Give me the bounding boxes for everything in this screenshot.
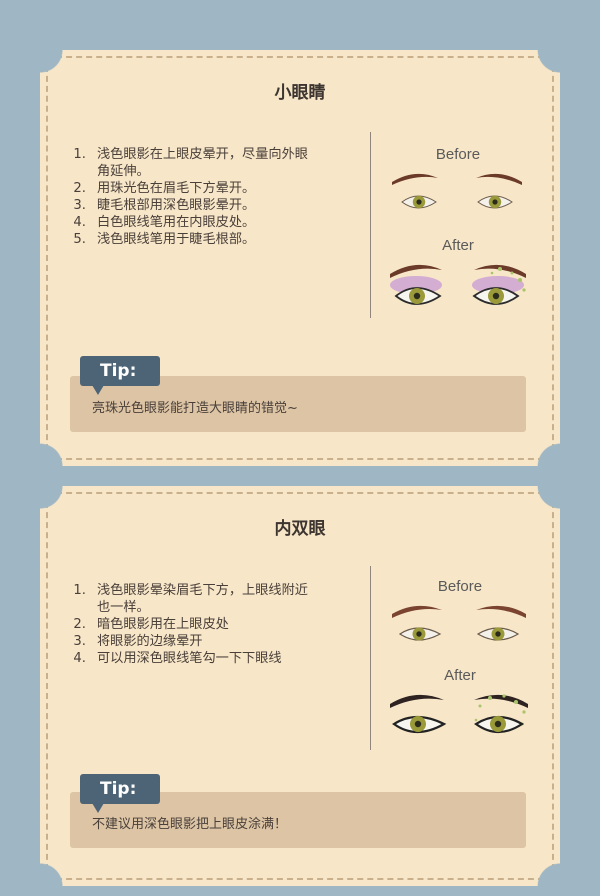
section-title: 内双眼 <box>274 519 326 539</box>
list-item: 4. 可以用深色眼线笔勾一下下眼线 <box>73 651 282 666</box>
divider <box>370 566 371 750</box>
eyebrow-icon <box>474 694 528 708</box>
list-item: 3. 将眼影的边缘晕开 <box>73 634 203 649</box>
eye-icon <box>477 195 513 209</box>
eye-icon <box>401 195 437 209</box>
eye-illustration: Before After <box>390 146 526 305</box>
eye-icon <box>476 627 520 641</box>
before-label: Before <box>436 146 480 163</box>
list-item: 2. 用珠光色在眉毛下方晕开。 <box>73 181 256 196</box>
card-small-eyes: 小眼睛 1. 浅色眼影在上眼皮晕开，尽量向外眼 角延伸。 2. 用珠光色在眉毛下… <box>40 50 560 466</box>
eyebrow-icon <box>390 264 442 278</box>
eye-icon <box>474 715 525 734</box>
eye-icon <box>392 715 447 734</box>
after-label: After <box>444 667 476 684</box>
eye-icon <box>472 287 520 305</box>
list-item: 2. 暗色眼影用在上眼皮处 <box>73 617 229 632</box>
eyebrow-icon <box>474 264 526 278</box>
eye-icon <box>398 627 442 641</box>
before-label: Before <box>438 578 482 595</box>
list-item: 1. 浅色眼影晕染眉毛下方，上眼线附近 也一样。 <box>73 583 308 615</box>
sparkle-icon <box>490 267 526 292</box>
eyebrow-icon <box>476 605 526 618</box>
section-title: 小眼睛 <box>274 83 326 103</box>
list-item: 4. 白色眼线笔用在内眼皮处。 <box>73 215 256 230</box>
list-item: 1. 浅色眼影在上眼皮晕开，尽量向外眼 角延伸。 <box>73 147 308 179</box>
divider <box>370 132 371 318</box>
eye-icon <box>394 287 442 305</box>
steps-list: 1. 浅色眼影在上眼皮晕开，尽量向外眼 角延伸。 2. 用珠光色在眉毛下方晕开。… <box>68 146 350 248</box>
card-inner-double-eyelid: 内双眼 1. 浅色眼影晕染眉毛下方，上眼线附近 也一样。 2. 暗色眼影用在上眼… <box>40 486 560 886</box>
tip-badge: Tip: <box>80 774 160 813</box>
eyebrow-icon <box>390 694 444 708</box>
tip-badge: Tip: <box>80 356 160 395</box>
list-item: 5. 浅色眼线笔用于睫毛根部。 <box>73 232 256 247</box>
list-item: 3. 睫毛根部用深色眼影晕开。 <box>73 198 256 213</box>
eyebrow-icon <box>392 605 442 618</box>
eye-illustration: Before After <box>390 578 528 734</box>
steps-list: 1. 浅色眼影晕染眉毛下方，上眼线附近 也一样。 2. 暗色眼影用在上眼皮处 3… <box>68 582 350 667</box>
after-label: After <box>442 237 474 254</box>
eyebrow-icon <box>392 173 438 185</box>
eyebrow-icon <box>476 173 522 185</box>
